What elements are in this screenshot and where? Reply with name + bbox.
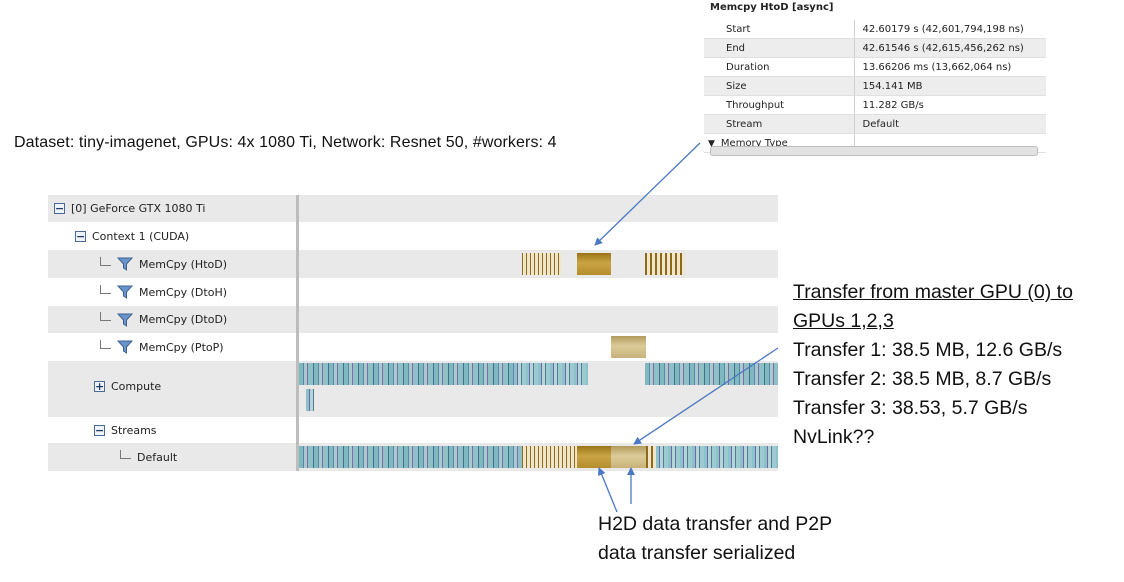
- property-value: 13.66206 ms (13,662,064 ns): [854, 57, 1046, 77]
- collapse-icon[interactable]: −: [94, 423, 105, 437]
- property-row-duration: Duration 13.66206 ms (13,662,064 ns): [704, 57, 1046, 77]
- transfer-heading: Transfer from master GPU (0) to: [793, 281, 1073, 303]
- stream-ptop-block[interactable]: [611, 446, 646, 468]
- default-label: Default: [120, 443, 177, 471]
- transfer-line: Transfer 2: 38.5 MB, 8.7 GB/s: [793, 368, 1052, 390]
- serialized-line: data transfer serialized: [598, 542, 796, 564]
- timeline-row-memcpy-htod[interactable]: MemCpy (HtoD): [48, 250, 778, 278]
- property-key: Size: [704, 76, 855, 96]
- properties-title: Memcpy HtoD [async]: [710, 2, 834, 13]
- serialized-line: H2D data transfer and P2P: [598, 513, 833, 535]
- tree-connector-icon: [100, 284, 111, 294]
- property-value: 42.61546 s (42,615,456,262 ns): [854, 38, 1046, 58]
- tree-connector-icon: [120, 449, 131, 459]
- timeline-row-memcpy-ptop[interactable]: MemCpy (PtoP): [48, 333, 778, 361]
- property-value: Default: [854, 114, 1046, 134]
- property-value: 11.282 GB/s: [854, 95, 1046, 115]
- compute-kernels[interactable]: [306, 389, 314, 411]
- compute-kernels[interactable]: [514, 363, 588, 385]
- properties-table: Start 42.60179 s (42,601,794,198 ns) End 4…: [704, 20, 1046, 153]
- stream-kernels[interactable]: [656, 446, 778, 468]
- memory-type-label: Memory Type: [720, 137, 788, 149]
- timeline-view: − [0] GeForce GTX 1080 Ti − Context 1 (C…: [48, 195, 778, 471]
- memcpy-dtod-label: MemCpy (DtoD): [100, 306, 227, 333]
- memcpy-ptop-block[interactable]: [611, 336, 646, 358]
- property-value: 42.60179 s (42,601,794,198 ns): [854, 20, 1046, 39]
- transfer-annotation: Transfer from master GPU (0) to GPUs 1,2…: [793, 278, 1073, 452]
- property-key: End: [704, 38, 855, 58]
- compute-kernels[interactable]: [645, 363, 778, 385]
- memcpy-dtoh-label: MemCpy (DtoH): [100, 278, 227, 306]
- serialized-annotation: H2D data transfer and P2P data transfer …: [598, 510, 832, 568]
- tree-connector-icon: [100, 256, 111, 266]
- property-row-start: Start 42.60179 s (42,601,794,198 ns): [704, 20, 1046, 39]
- property-row-throughput: Throughput 11.282 GB/s: [704, 95, 1046, 115]
- timeline-row-memcpy-dtoh[interactable]: MemCpy (DtoH): [48, 278, 778, 306]
- memcpy-htod-block[interactable]: [577, 253, 611, 275]
- filter-funnel-icon: [117, 285, 133, 299]
- memcpy-htod-label: MemCpy (HtoD): [100, 250, 227, 278]
- context-name: Context 1 (CUDA): [92, 229, 190, 243]
- properties-scrollbar[interactable]: [710, 146, 1038, 156]
- stream-htod-block[interactable]: [577, 446, 611, 468]
- streams-name: Streams: [111, 423, 157, 437]
- property-key: Start: [704, 20, 855, 39]
- gpu-label: − [0] GeForce GTX 1080 Ti: [54, 195, 205, 222]
- memcpy-dtod-name: MemCpy (DtoD): [139, 313, 228, 326]
- memcpy-dtoh-name: MemCpy (DtoH): [139, 285, 228, 299]
- expand-triangle-icon[interactable]: ▼: [708, 138, 715, 149]
- collapse-icon[interactable]: −: [75, 229, 86, 243]
- stream-kernels[interactable]: [299, 446, 522, 468]
- timeline-row-gpu[interactable]: − [0] GeForce GTX 1080 Ti: [48, 195, 778, 222]
- arrow-to-htod-stream: [597, 467, 618, 513]
- stream-memcpy-burst[interactable]: [522, 446, 577, 468]
- property-key: Stream: [704, 114, 855, 134]
- expand-icon[interactable]: +: [94, 379, 105, 393]
- memcpy-htod-burst[interactable]: [645, 253, 685, 275]
- timeline-row-default[interactable]: Default: [48, 443, 778, 471]
- default-name: Default: [137, 450, 178, 464]
- compute-kernels[interactable]: [299, 363, 514, 385]
- filter-funnel-icon: [117, 257, 133, 271]
- property-key: Duration: [704, 57, 855, 77]
- transfer-line: Transfer 3: 38.53, 5.7 GB/s: [793, 397, 1028, 419]
- compute-name: Compute: [111, 379, 162, 393]
- timeline-splitter[interactable]: [296, 195, 299, 471]
- transfer-heading: GPUs 1,2,3: [793, 310, 894, 332]
- properties-panel: Memcpy HtoD [async] Start 42.60179 s (42,…: [704, 0, 1046, 156]
- tree-connector-icon: [100, 312, 111, 321]
- streams-label: − Streams: [94, 417, 157, 443]
- timeline-row-memcpy-dtod[interactable]: MemCpy (DtoD): [48, 306, 778, 333]
- property-value: 154.141 MB: [854, 76, 1046, 96]
- filter-funnel-icon: [117, 313, 133, 327]
- tree-connector-icon: [100, 339, 111, 349]
- compute-label: + Compute: [94, 361, 161, 411]
- timeline-row-streams[interactable]: − Streams: [48, 417, 778, 443]
- memcpy-ptop-label: MemCpy (PtoP): [100, 333, 224, 361]
- filter-funnel-icon: [117, 340, 133, 354]
- property-row-size: Size 154.141 MB: [704, 76, 1046, 96]
- property-row-stream: Stream Default: [704, 114, 1046, 134]
- timeline-row-compute[interactable]: + Compute: [48, 361, 778, 417]
- property-key: Throughput: [704, 95, 855, 115]
- memcpy-htod-burst[interactable]: [522, 253, 561, 275]
- collapse-icon[interactable]: −: [54, 202, 65, 215]
- timeline-row-context[interactable]: − Context 1 (CUDA): [48, 222, 778, 250]
- context-label: − Context 1 (CUDA): [75, 222, 189, 250]
- transfer-line: Transfer 1: 38.5 MB, 12.6 GB/s: [793, 339, 1063, 361]
- memcpy-ptop-name: MemCpy (PtoP): [139, 340, 224, 354]
- property-row-end: End 42.61546 s (42,615,456,262 ns): [704, 38, 1046, 58]
- dataset-annotation: Dataset: tiny-imagenet, GPUs: 4x 1080 Ti…: [14, 134, 557, 151]
- gpu-name: [0] GeForce GTX 1080 Ti: [71, 202, 206, 215]
- memcpy-htod-name: MemCpy (HtoD): [139, 257, 228, 271]
- nvlink-note: NvLink??: [793, 426, 875, 448]
- stream-memcpy-burst[interactable]: [646, 446, 656, 468]
